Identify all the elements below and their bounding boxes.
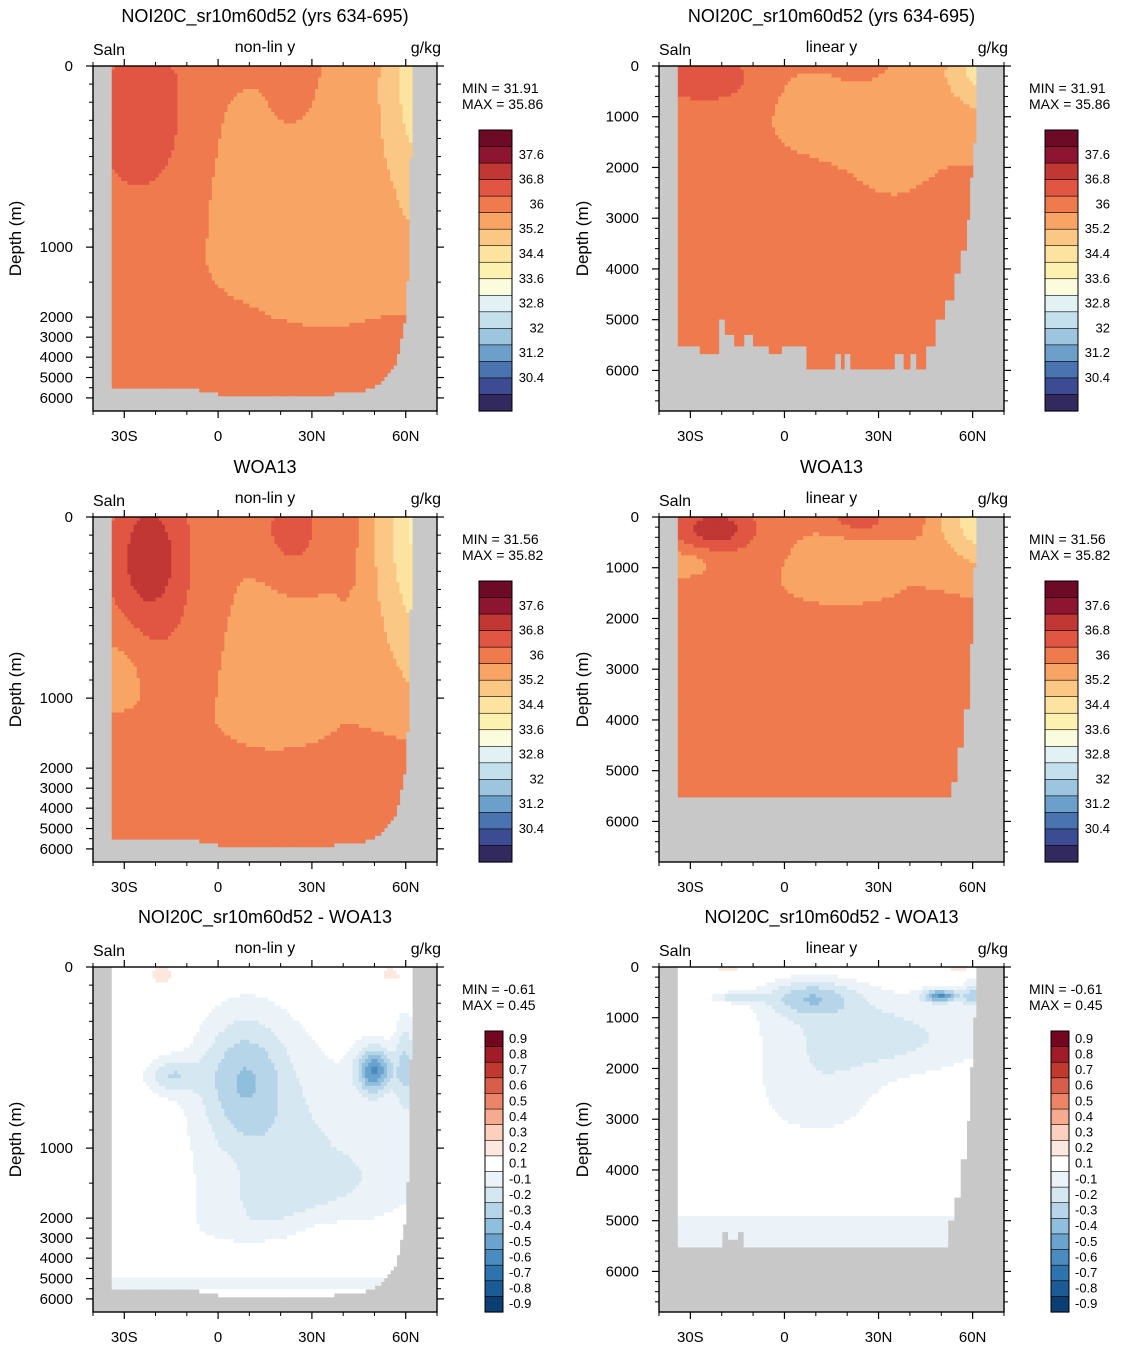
data-cell bbox=[406, 177, 410, 181]
data-cell bbox=[409, 112, 413, 116]
data-cell bbox=[409, 108, 413, 112]
data-cell bbox=[406, 185, 410, 189]
data-cell bbox=[406, 189, 410, 193]
data-cell bbox=[406, 170, 410, 174]
data-cell bbox=[409, 70, 413, 74]
data-cell bbox=[406, 166, 410, 170]
data-cell bbox=[409, 97, 413, 101]
data-cell bbox=[406, 212, 410, 216]
data-cell bbox=[409, 127, 413, 131]
data-cell bbox=[409, 131, 413, 135]
data-cell bbox=[409, 89, 413, 93]
data-cell bbox=[406, 181, 410, 185]
data-cell bbox=[409, 150, 413, 154]
data-cell bbox=[406, 158, 410, 162]
data-cell bbox=[409, 120, 413, 124]
data-cell bbox=[406, 162, 410, 166]
data-cell bbox=[409, 124, 413, 128]
data-cell bbox=[406, 200, 410, 204]
data-cell bbox=[409, 154, 413, 158]
contour-field bbox=[112, 66, 413, 396]
data-cell bbox=[409, 139, 413, 143]
data-cell bbox=[409, 147, 413, 151]
data-cell bbox=[409, 143, 413, 147]
data-cell bbox=[409, 135, 413, 139]
data-cell bbox=[409, 104, 413, 108]
data-cell bbox=[406, 216, 410, 220]
data-cell bbox=[409, 85, 413, 89]
data-cell bbox=[406, 204, 410, 208]
data-cell bbox=[406, 208, 410, 212]
data-cell bbox=[406, 173, 410, 177]
data-cell bbox=[409, 116, 413, 120]
data-cell bbox=[409, 93, 413, 97]
data-cell bbox=[406, 193, 410, 197]
data-cell bbox=[409, 74, 413, 78]
data-cell bbox=[406, 196, 410, 200]
data-cell bbox=[409, 81, 413, 85]
data-cell bbox=[409, 101, 413, 105]
panel-p11: 30S 0 30N 60N0100020003000400050006000Depth… bbox=[6, 6, 544, 445]
data-cell bbox=[409, 78, 413, 82]
